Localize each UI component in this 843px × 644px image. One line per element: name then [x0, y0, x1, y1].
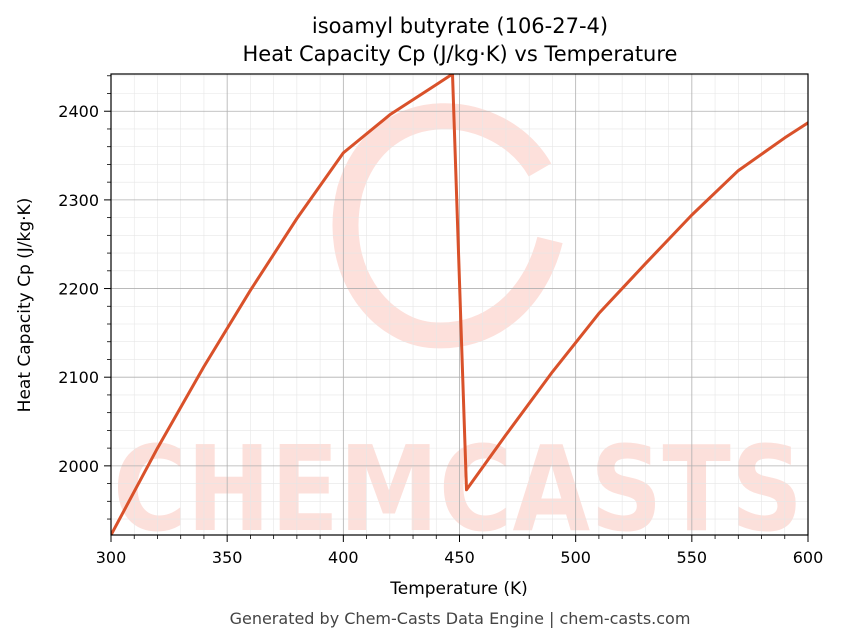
x-tick-label: 450: [444, 548, 475, 567]
tick-labels: 300 350 400 450 500 550 600 2000 2100 2200 2300 240…: [58, 102, 823, 567]
y-tick-label: 2200: [58, 280, 99, 299]
chart-subtitle: Heat Capacity Cp (J/kg·K) vs Temperature: [243, 42, 678, 66]
series-layer: [111, 74, 808, 535]
chart-title: isoamyl butyrate (106-27-4): [312, 14, 608, 38]
y-tick-label: 2100: [58, 368, 99, 387]
x-tick-label: 350: [212, 548, 243, 567]
y-tick-label: 2300: [58, 191, 99, 210]
x-tick-label: 300: [96, 548, 127, 567]
x-tick-label: 400: [328, 548, 359, 567]
footer-credit: Generated by Chem-Casts Data Engine | ch…: [230, 609, 691, 628]
y-axis-label: Heat Capacity Cp (J/kg·K): [15, 198, 35, 413]
axis-ticks: [104, 75, 809, 542]
x-tick-label: 550: [677, 548, 708, 567]
x-tick-label: 500: [560, 548, 591, 567]
y-tick-label: 2000: [58, 457, 99, 476]
watermark-text: CHEMCASTS: [113, 420, 803, 558]
watermark-logo: CHEMCASTS: [113, 103, 803, 558]
x-axis-label: Temperature (K): [389, 579, 528, 599]
x-tick-label: 600: [793, 548, 824, 567]
y-tick-label: 2400: [58, 102, 99, 121]
series-line-0: [111, 74, 808, 535]
